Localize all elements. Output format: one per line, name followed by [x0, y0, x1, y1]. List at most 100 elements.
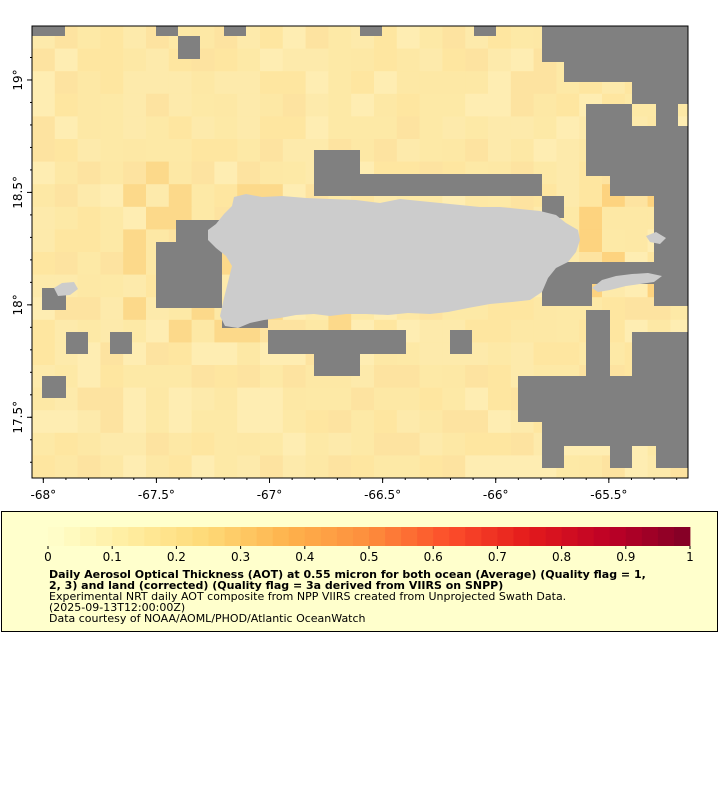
aot-cell — [351, 116, 375, 140]
x-tick-label: -65.5° — [590, 488, 627, 500]
colorbar-label: 0.6 — [424, 550, 443, 564]
aot-cell — [32, 229, 56, 253]
aot-cell — [100, 161, 124, 185]
aot-cell — [123, 410, 147, 434]
aot-cell — [465, 455, 489, 478]
y-tick-label: 17.5° — [11, 401, 25, 434]
aot-cell — [488, 455, 512, 478]
aot-cell — [396, 116, 421, 140]
aot-cell — [396, 71, 421, 95]
no-data-block — [586, 310, 610, 376]
aot-cell — [191, 387, 215, 411]
aot-cell — [556, 319, 580, 343]
aot-cell — [282, 387, 307, 411]
colorbar-cell — [369, 527, 386, 546]
no-data-block — [314, 174, 542, 196]
aot-cell — [533, 319, 557, 343]
colorbar-cell — [465, 527, 482, 546]
aot-cell — [328, 26, 352, 50]
aot-cell — [442, 139, 466, 163]
aot-cell — [237, 93, 261, 117]
aot-cell — [328, 116, 352, 140]
aot-cell — [237, 342, 261, 366]
no-data-block — [66, 332, 88, 354]
aot-cell — [260, 48, 284, 72]
no-data-block — [542, 446, 564, 468]
aot-cell — [465, 387, 489, 411]
aot-cell — [77, 455, 101, 478]
aot-cell — [419, 387, 443, 411]
aot-cell — [237, 116, 261, 140]
colorbar-cell — [417, 527, 434, 546]
aot-cell — [123, 48, 147, 72]
aot-cell — [556, 161, 580, 185]
aot-cell — [146, 184, 170, 208]
aot-cell — [54, 410, 79, 434]
no-data-block — [542, 284, 592, 306]
aot-cell — [396, 139, 421, 163]
aot-cell — [374, 387, 398, 411]
aot-cell — [214, 161, 238, 185]
colorbar-label: 0.1 — [103, 550, 122, 564]
aot-cell — [237, 48, 261, 72]
aot-cell — [214, 116, 238, 140]
aot-cell — [100, 432, 124, 456]
aot-cell — [146, 387, 170, 411]
no-data-block — [518, 376, 688, 422]
no-data-block — [542, 422, 688, 446]
aot-cell — [77, 161, 101, 185]
aot-cell — [488, 319, 512, 343]
aot-cell — [419, 342, 443, 366]
aot-cell — [100, 184, 124, 208]
aot-map: -68° -67.5° -67° -66.5° -66° -65.5° 19°18.5°1… — [11, 25, 689, 500]
aot-cell — [123, 252, 147, 276]
aot-cell — [214, 93, 238, 117]
aot-cell — [54, 161, 79, 185]
aot-cell — [396, 432, 421, 456]
aot-cell — [146, 71, 170, 95]
aot-cell — [556, 342, 580, 366]
aot-cell — [77, 93, 101, 117]
aot-cell — [465, 93, 489, 117]
aot-cell — [282, 139, 307, 163]
aot-cell — [442, 116, 466, 140]
aot-cell — [100, 252, 124, 276]
aot-cell — [214, 139, 238, 163]
aot-cell — [237, 161, 261, 185]
no-data-block — [542, 26, 688, 62]
aot-cell — [32, 139, 56, 163]
aot-cell — [579, 455, 603, 478]
aot-cell — [123, 455, 147, 478]
aot-cell — [260, 161, 284, 185]
aot-cell — [168, 455, 193, 478]
aot-cell — [442, 26, 466, 50]
aot-cell — [123, 26, 147, 50]
aot-cell — [442, 455, 466, 478]
aot-cell — [100, 116, 124, 140]
aot-cell — [214, 71, 238, 95]
aot-cell — [237, 365, 261, 389]
aot-cell — [374, 116, 398, 140]
legend-title-line1: Daily Aerosol Optical Thickness (AOT) at… — [49, 568, 646, 581]
colorbar: 0 0.1 0.2 0.3 0.4 0.5 0.6 0.7 0.8 0.9 1 — [44, 527, 694, 564]
aot-cell — [419, 319, 443, 343]
aot-cell — [305, 387, 329, 411]
aot-cell — [624, 206, 649, 230]
aot-cell — [260, 116, 284, 140]
aot-cell — [465, 48, 489, 72]
aot-cell — [419, 365, 443, 389]
colorbar-cell — [593, 527, 611, 546]
aot-cell — [282, 93, 307, 117]
aot-cell — [465, 365, 489, 389]
colorbar-cell — [304, 527, 322, 546]
aot-cell — [396, 455, 421, 478]
x-axis: -68° -67.5° -67° -66.5° -66° -65.5° — [31, 478, 678, 500]
aot-cell — [237, 455, 261, 478]
aot-cell — [351, 410, 375, 434]
legend-credit: Data courtesy of NOAA/AOML/PHOD/Atlantic… — [49, 612, 366, 625]
colorbar-cell — [657, 527, 675, 546]
aot-cell — [77, 71, 101, 95]
aot-cell — [168, 116, 193, 140]
colorbar-cell — [401, 527, 418, 546]
aot-cell — [328, 71, 352, 95]
